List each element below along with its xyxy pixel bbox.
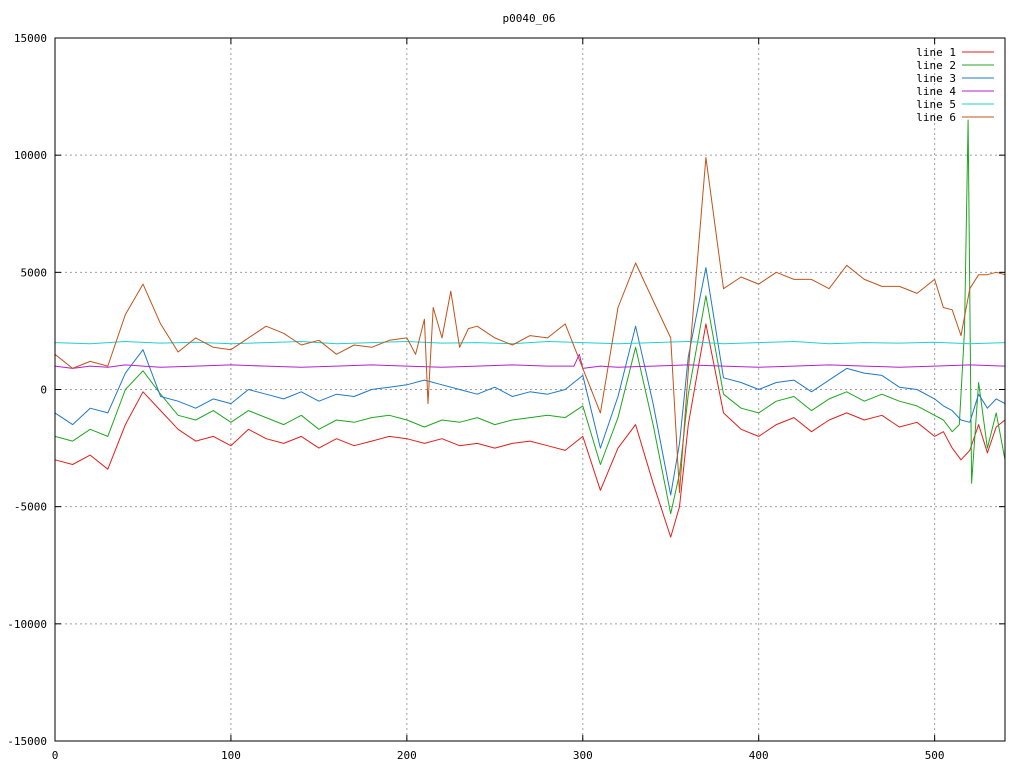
series-line-4 xyxy=(54,353,1006,369)
y-tick-label: -15000 xyxy=(7,735,47,748)
x-tick-label: 500 xyxy=(925,749,945,762)
x-tick-label: 0 xyxy=(52,749,59,762)
series-line-1 xyxy=(54,323,1006,538)
y-tick-label: 10000 xyxy=(14,149,47,162)
plot-series xyxy=(54,119,1006,538)
legend-label: line 1 xyxy=(916,46,956,59)
x-axis-tick-labels: 0 100 200 300 400 500 xyxy=(52,749,945,762)
series-line-2 xyxy=(54,119,1006,515)
series-line-5 xyxy=(54,341,1006,345)
x-tick-label: 400 xyxy=(749,749,769,762)
y-tick-label: 15000 xyxy=(14,32,47,45)
legend-label: line 5 xyxy=(916,98,956,111)
axis-ticks xyxy=(54,37,1005,742)
legend-label: line 4 xyxy=(916,85,956,98)
plot-frame xyxy=(54,37,1006,742)
legend-label: line 6 xyxy=(916,111,956,124)
x-tick-label: 100 xyxy=(221,749,241,762)
y-axis-tick-labels: -15000 -10000 -5000 0 5000 10000 15000 xyxy=(7,32,47,748)
series-line-6 xyxy=(54,157,1006,494)
legend-label: line 2 xyxy=(916,59,956,72)
grid-lines xyxy=(55,38,1005,741)
chart-title: p0040_06 xyxy=(503,12,556,25)
legend-label: line 3 xyxy=(916,72,956,85)
series-line-3 xyxy=(54,267,1006,496)
x-tick-label: 200 xyxy=(397,749,417,762)
y-tick-label: -5000 xyxy=(14,501,47,514)
x-tick-label: 300 xyxy=(573,749,593,762)
y-tick-label: -10000 xyxy=(7,618,47,631)
y-tick-label: 0 xyxy=(40,384,47,397)
y-tick-label: 5000 xyxy=(21,266,48,279)
